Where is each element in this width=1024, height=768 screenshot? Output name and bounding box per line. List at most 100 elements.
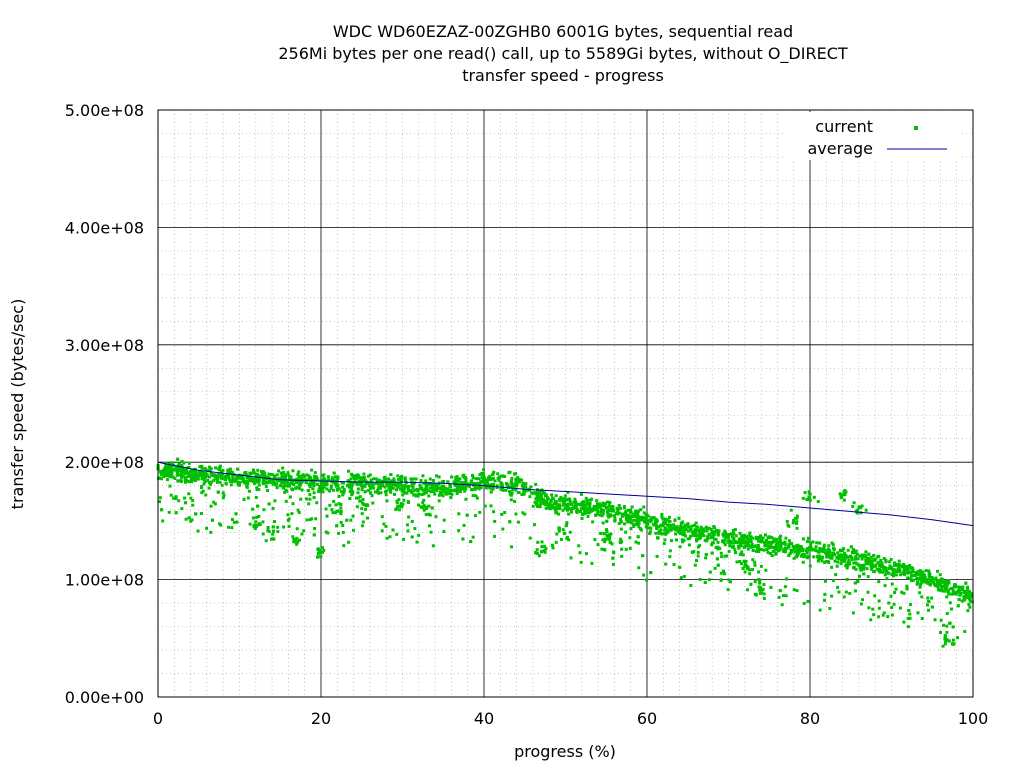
current-point	[631, 522, 635, 526]
current-point	[483, 480, 487, 484]
current-point	[822, 545, 826, 549]
current-point	[508, 470, 512, 474]
current-point	[174, 495, 178, 499]
current-point	[221, 496, 225, 500]
current-point	[686, 537, 690, 541]
current-point	[336, 475, 340, 479]
current-point	[536, 540, 540, 544]
current-point	[568, 500, 572, 504]
current-point	[851, 504, 855, 508]
current-point	[376, 489, 380, 493]
current-point	[778, 589, 782, 593]
current-point	[809, 543, 813, 547]
current-point	[835, 556, 839, 560]
current-point	[968, 590, 972, 594]
title-line-2: 256Mi bytes per one read() call, up to 5…	[278, 44, 848, 64]
current-point	[421, 474, 425, 478]
current-point	[202, 476, 206, 480]
current-point	[853, 551, 857, 555]
current-point	[636, 520, 640, 524]
current-point	[222, 477, 226, 481]
current-point	[543, 494, 547, 498]
current-point	[544, 506, 548, 510]
current-point	[786, 545, 790, 549]
current-point	[482, 472, 486, 476]
current-point	[910, 574, 914, 578]
current-point	[484, 478, 488, 482]
current-point	[631, 514, 635, 518]
current-point	[400, 475, 404, 479]
current-point	[395, 501, 399, 505]
current-point	[297, 511, 301, 515]
current-point	[943, 642, 947, 646]
current-point	[337, 487, 341, 491]
current-point	[407, 485, 411, 489]
current-point	[603, 504, 607, 508]
current-point	[792, 556, 796, 560]
current-point	[160, 508, 164, 512]
current-point	[189, 475, 193, 479]
current-point	[635, 509, 639, 513]
current-point	[393, 492, 397, 496]
current-point	[589, 509, 593, 513]
current-point	[500, 512, 504, 516]
current-point	[410, 520, 414, 524]
current-point	[361, 502, 365, 506]
current-point	[471, 476, 475, 480]
current-point	[347, 469, 351, 473]
current-point	[956, 604, 960, 608]
current-point	[427, 524, 431, 528]
current-point	[493, 519, 497, 523]
current-point	[932, 581, 936, 585]
current-point	[418, 483, 422, 487]
current-point	[867, 557, 871, 561]
current-point	[261, 520, 265, 524]
current-point	[261, 473, 265, 477]
current-point	[230, 526, 234, 530]
current-point	[619, 537, 623, 541]
current-point	[880, 561, 884, 565]
current-point	[934, 576, 938, 580]
current-point	[704, 552, 708, 556]
current-point	[783, 585, 787, 589]
current-point	[896, 562, 900, 566]
current-point	[568, 530, 572, 534]
current-point	[295, 542, 299, 546]
current-point	[754, 549, 758, 553]
current-point	[603, 540, 607, 544]
current-point	[622, 505, 626, 509]
current-point	[190, 478, 194, 482]
current-point	[332, 499, 336, 503]
current-point	[389, 483, 393, 487]
current-point	[430, 506, 434, 510]
current-point	[801, 537, 805, 541]
current-point	[746, 537, 750, 541]
current-point	[204, 493, 208, 497]
current-point	[489, 477, 493, 481]
current-point	[716, 540, 720, 544]
current-point	[429, 482, 433, 486]
current-point	[837, 557, 841, 561]
current-point	[191, 499, 195, 503]
current-point	[207, 468, 211, 472]
current-point	[244, 471, 248, 475]
current-point	[396, 474, 400, 478]
current-point	[757, 549, 761, 553]
current-point	[683, 523, 687, 527]
current-point	[538, 503, 542, 507]
current-point	[561, 500, 565, 504]
current-point	[741, 567, 745, 571]
current-point	[696, 554, 700, 558]
current-point	[941, 585, 945, 589]
current-point	[894, 573, 898, 577]
current-point	[179, 479, 183, 483]
current-point	[808, 498, 812, 502]
current-point	[536, 504, 540, 508]
current-point	[583, 509, 587, 513]
current-point	[341, 481, 345, 485]
current-point	[286, 471, 290, 475]
current-point	[550, 504, 554, 508]
current-point	[167, 465, 171, 469]
current-point	[255, 515, 259, 519]
current-point	[242, 497, 246, 501]
